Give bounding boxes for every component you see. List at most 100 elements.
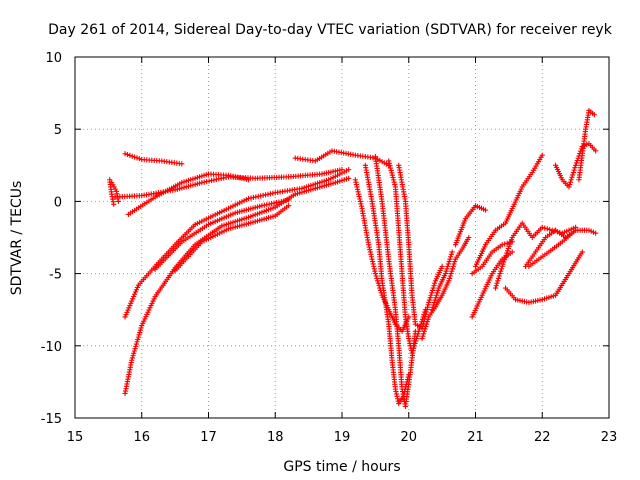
- data-point: [509, 249, 515, 255]
- series-track-9: [172, 203, 292, 274]
- data-point: [423, 309, 429, 315]
- data-point: [137, 329, 143, 336]
- y-tick-label: 0: [54, 195, 62, 210]
- data-point: [353, 179, 359, 185]
- data-point: [357, 198, 363, 204]
- data-point: [372, 271, 378, 277]
- data-point: [449, 268, 455, 274]
- data-point: [368, 251, 374, 257]
- data-point: [452, 258, 458, 265]
- data-point: [410, 348, 416, 354]
- data-point: [430, 302, 437, 308]
- data-point: [131, 348, 138, 354]
- data-point: [406, 335, 412, 342]
- series-track-3: [107, 177, 117, 207]
- data-point: [371, 263, 377, 269]
- data-point: [390, 177, 397, 183]
- data-point: [392, 181, 398, 188]
- series-track-10: [292, 148, 392, 168]
- data-point: [286, 203, 292, 209]
- series-track-11: [352, 177, 412, 334]
- data-point: [444, 266, 450, 272]
- data-point: [415, 331, 421, 337]
- data-point: [495, 275, 502, 282]
- data-point: [570, 172, 576, 178]
- data-point: [497, 271, 503, 277]
- data-point: [130, 353, 136, 359]
- data-point: [547, 226, 553, 233]
- series-track-8: [122, 175, 352, 397]
- data-point: [425, 302, 431, 308]
- data-point: [570, 169, 576, 176]
- data-point: [413, 335, 420, 342]
- data-point: [368, 254, 375, 260]
- data-point: [571, 167, 577, 173]
- data-point: [466, 234, 472, 241]
- data-point: [426, 297, 433, 303]
- data-point: [393, 388, 399, 395]
- data-point: [424, 319, 430, 325]
- data-point: [407, 340, 413, 346]
- data-point: [357, 196, 363, 202]
- data-point: [430, 285, 436, 291]
- series-track-26: [553, 141, 599, 190]
- x-tick-label: 23: [601, 430, 618, 445]
- series-track-5: [125, 171, 252, 217]
- data-point: [131, 350, 137, 356]
- data-point: [133, 343, 139, 349]
- y-axis-label: SDTVAR / TECUs: [9, 181, 25, 296]
- data-point: [393, 391, 400, 397]
- data-point: [447, 256, 453, 262]
- data-point: [539, 152, 545, 158]
- y-tick-label: 5: [54, 123, 62, 138]
- series-track-21: [472, 152, 545, 269]
- data-point: [355, 189, 361, 195]
- data-point: [443, 268, 449, 274]
- series-track-4: [112, 167, 345, 200]
- data-point: [593, 148, 599, 154]
- series-track-1: [122, 151, 185, 167]
- data-point: [542, 225, 548, 231]
- data-point: [422, 326, 428, 332]
- data-point: [431, 299, 437, 306]
- data-point: [369, 256, 375, 262]
- data-point: [179, 161, 185, 167]
- x-tick-label: 22: [534, 430, 551, 445]
- data-point: [573, 162, 579, 168]
- data-point: [122, 151, 128, 157]
- data-point: [498, 266, 505, 272]
- data-point: [496, 273, 502, 279]
- data-point: [432, 297, 438, 303]
- data-point: [371, 266, 377, 272]
- data-point: [591, 112, 597, 118]
- data-point: [129, 153, 135, 159]
- data-point: [410, 345, 417, 351]
- data-point: [358, 203, 365, 209]
- data-point: [416, 328, 422, 334]
- data-point: [573, 227, 579, 233]
- data-point: [495, 278, 501, 284]
- data-point: [420, 331, 427, 337]
- data-point: [448, 271, 454, 277]
- data-point: [579, 249, 585, 255]
- data-point: [492, 285, 499, 291]
- data-point: [353, 181, 360, 188]
- data-point: [352, 177, 358, 183]
- data-point: [420, 333, 426, 339]
- data-point: [388, 167, 394, 174]
- data-point: [504, 240, 510, 246]
- data-point: [567, 179, 574, 185]
- data-point: [449, 249, 455, 255]
- data-point: [446, 275, 453, 282]
- data-point: [372, 268, 378, 274]
- data-point: [411, 343, 417, 349]
- data-point: [366, 242, 372, 248]
- data-point: [369, 258, 376, 265]
- data-point: [389, 172, 395, 178]
- data-point: [423, 323, 429, 330]
- data-point: [413, 338, 419, 344]
- data-point: [447, 273, 453, 279]
- data-point: [429, 287, 436, 294]
- data-point: [566, 184, 572, 190]
